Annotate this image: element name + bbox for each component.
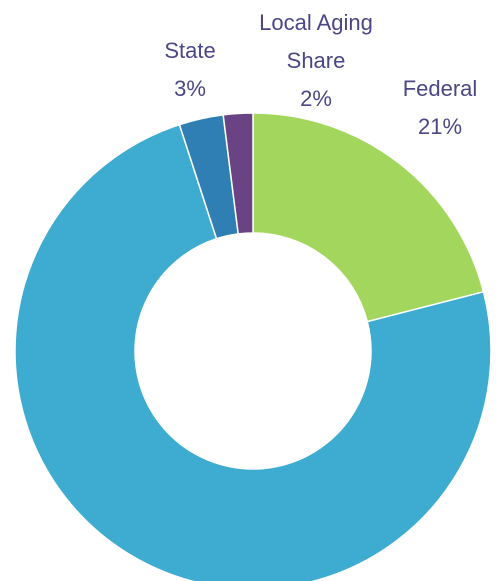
segment-label: State 3%	[145, 32, 235, 108]
category-label: Local Aging Share	[259, 10, 373, 73]
donut-segment	[14, 123, 492, 581]
donut-segment	[252, 112, 485, 323]
donut-segment	[222, 112, 254, 235]
category-label: Federal	[402, 76, 478, 101]
value-label: 21%	[417, 114, 463, 139]
category-label: State	[164, 38, 216, 63]
value-label: 2%	[300, 86, 332, 111]
value-label: 3%	[174, 76, 206, 101]
segment-label: Local Aging Share 2%	[241, 4, 391, 118]
segment-label: Federal 21%	[370, 70, 501, 146]
